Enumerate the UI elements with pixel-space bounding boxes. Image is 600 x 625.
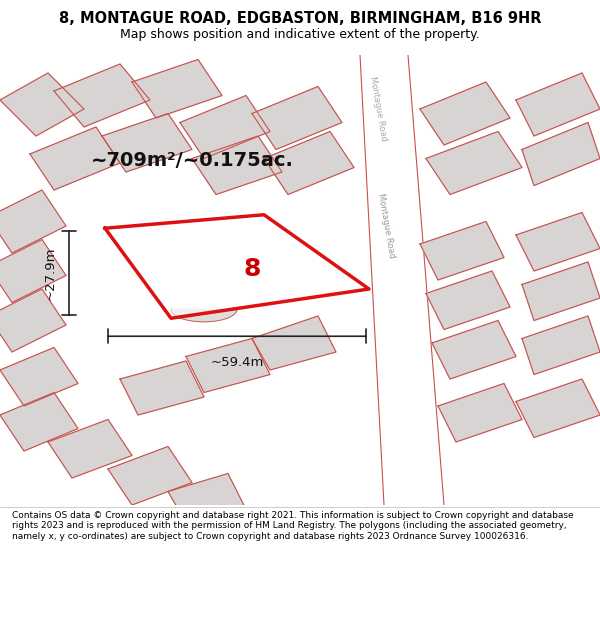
Polygon shape	[102, 114, 192, 172]
Polygon shape	[48, 419, 132, 478]
Polygon shape	[0, 190, 66, 253]
Text: ~59.4m: ~59.4m	[211, 356, 263, 369]
Polygon shape	[186, 339, 270, 392]
Polygon shape	[0, 348, 78, 406]
Polygon shape	[0, 73, 84, 136]
Polygon shape	[180, 96, 270, 159]
Polygon shape	[168, 474, 246, 523]
Polygon shape	[0, 392, 78, 451]
Polygon shape	[426, 131, 522, 194]
Text: Montague Road: Montague Road	[376, 192, 396, 259]
Polygon shape	[0, 239, 66, 302]
Text: ~709m²/~0.175ac.: ~709m²/~0.175ac.	[91, 151, 293, 170]
Polygon shape	[426, 271, 510, 329]
Polygon shape	[264, 131, 354, 194]
Polygon shape	[132, 59, 222, 118]
Polygon shape	[522, 316, 600, 374]
Polygon shape	[0, 289, 66, 352]
Text: 8, MONTAGUE ROAD, EDGBASTON, BIRMINGHAM, B16 9HR: 8, MONTAGUE ROAD, EDGBASTON, BIRMINGHAM,…	[59, 11, 541, 26]
Polygon shape	[360, 55, 444, 505]
Polygon shape	[252, 316, 336, 370]
Text: 8: 8	[244, 257, 260, 281]
Polygon shape	[432, 321, 516, 379]
Polygon shape	[171, 309, 237, 322]
Polygon shape	[516, 73, 600, 136]
Polygon shape	[54, 64, 150, 127]
Polygon shape	[522, 262, 600, 321]
Polygon shape	[30, 127, 120, 190]
Text: ~27.9m: ~27.9m	[44, 246, 57, 300]
Polygon shape	[420, 221, 504, 280]
Text: Montague Road: Montague Road	[368, 76, 388, 142]
Text: Map shows position and indicative extent of the property.: Map shows position and indicative extent…	[120, 28, 480, 41]
Polygon shape	[420, 82, 510, 145]
Polygon shape	[252, 86, 342, 149]
Polygon shape	[192, 136, 282, 194]
Polygon shape	[516, 213, 600, 271]
Polygon shape	[105, 215, 369, 318]
Text: Contains OS data © Crown copyright and database right 2021. This information is : Contains OS data © Crown copyright and d…	[12, 511, 574, 541]
Polygon shape	[522, 122, 600, 186]
Polygon shape	[516, 379, 600, 438]
Polygon shape	[108, 446, 192, 505]
Polygon shape	[120, 361, 204, 415]
Polygon shape	[438, 384, 522, 442]
